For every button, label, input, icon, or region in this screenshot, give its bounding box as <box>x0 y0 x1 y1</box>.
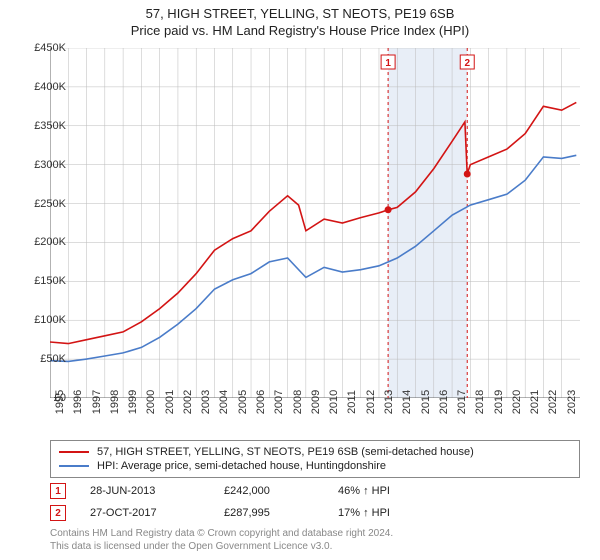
legend-label: 57, HIGH STREET, YELLING, ST NEOTS, PE19… <box>97 446 474 458</box>
svg-text:2: 2 <box>464 58 470 69</box>
xtick-label: 2000 <box>145 390 157 414</box>
xtick-label: 2012 <box>365 390 377 414</box>
xtick-label: 2018 <box>474 390 486 414</box>
legend-item-property: 57, HIGH STREET, YELLING, ST NEOTS, PE19… <box>59 445 571 459</box>
sale-price: £242,000 <box>224 485 314 497</box>
xtick-label: 2021 <box>529 390 541 414</box>
chart-area: 12 <box>50 48 580 398</box>
xtick-label: 1995 <box>54 390 66 414</box>
legend-label: HPI: Average price, semi-detached house,… <box>97 460 386 472</box>
sale-marker-box: 1 <box>50 483 66 499</box>
ytick-label: £400K <box>6 81 66 93</box>
legend: 57, HIGH STREET, YELLING, ST NEOTS, PE19… <box>50 440 580 478</box>
svg-text:1: 1 <box>385 58 391 69</box>
xtick-label: 2010 <box>328 390 340 414</box>
attribution: Contains HM Land Registry data © Crown c… <box>50 528 393 553</box>
xtick-label: 2006 <box>255 390 267 414</box>
sale-price: £287,995 <box>224 507 314 519</box>
xtick-label: 2019 <box>493 390 505 414</box>
sale-pct: 17% ↑ HPI <box>338 507 448 519</box>
xtick-label: 2004 <box>218 390 230 414</box>
xtick-label: 2007 <box>273 390 285 414</box>
xtick-label: 2001 <box>164 390 176 414</box>
chart-subtitle: Price paid vs. HM Land Registry's House … <box>0 21 600 44</box>
xtick-label: 2015 <box>420 390 432 414</box>
ytick-label: £450K <box>6 42 66 54</box>
xtick-label: 2023 <box>566 390 578 414</box>
xtick-label: 1999 <box>127 390 139 414</box>
ytick-label: £200K <box>6 236 66 248</box>
sale-row-1: 1 28-JUN-2013 £242,000 46% ↑ HPI <box>50 480 580 502</box>
xtick-label: 2003 <box>200 390 212 414</box>
ytick-label: £100K <box>6 314 66 326</box>
ytick-label: £350K <box>6 120 66 132</box>
legend-item-hpi: HPI: Average price, semi-detached house,… <box>59 459 571 473</box>
chart-title: 57, HIGH STREET, YELLING, ST NEOTS, PE19… <box>0 0 600 21</box>
xtick-label: 2017 <box>456 390 468 414</box>
xtick-label: 1998 <box>109 390 121 414</box>
sale-row-2: 2 27-OCT-2017 £287,995 17% ↑ HPI <box>50 502 580 524</box>
sale-marker-box: 2 <box>50 505 66 521</box>
xtick-label: 1996 <box>72 390 84 414</box>
xtick-label: 2022 <box>547 390 559 414</box>
xtick-label: 2005 <box>237 390 249 414</box>
line-chart: 12 <box>50 48 580 398</box>
ytick-label: £50K <box>6 353 66 365</box>
xtick-label: 1997 <box>91 390 103 414</box>
xtick-label: 2014 <box>401 390 413 414</box>
legend-swatch <box>59 465 89 467</box>
xtick-label: 2020 <box>511 390 523 414</box>
xtick-label: 2008 <box>292 390 304 414</box>
xtick-label: 2016 <box>438 390 450 414</box>
sales-table: 1 28-JUN-2013 £242,000 46% ↑ HPI 2 27-OC… <box>50 480 580 524</box>
sale-pct: 46% ↑ HPI <box>338 485 448 497</box>
xtick-label: 2011 <box>346 390 358 414</box>
xtick-label: 2009 <box>310 390 322 414</box>
xtick-label: 2002 <box>182 390 194 414</box>
ytick-label: £300K <box>6 159 66 171</box>
legend-swatch <box>59 451 89 453</box>
xtick-label: 2013 <box>383 390 395 414</box>
ytick-label: £250K <box>6 198 66 210</box>
sale-date: 28-JUN-2013 <box>90 485 200 497</box>
ytick-label: £150K <box>6 275 66 287</box>
sale-date: 27-OCT-2017 <box>90 507 200 519</box>
